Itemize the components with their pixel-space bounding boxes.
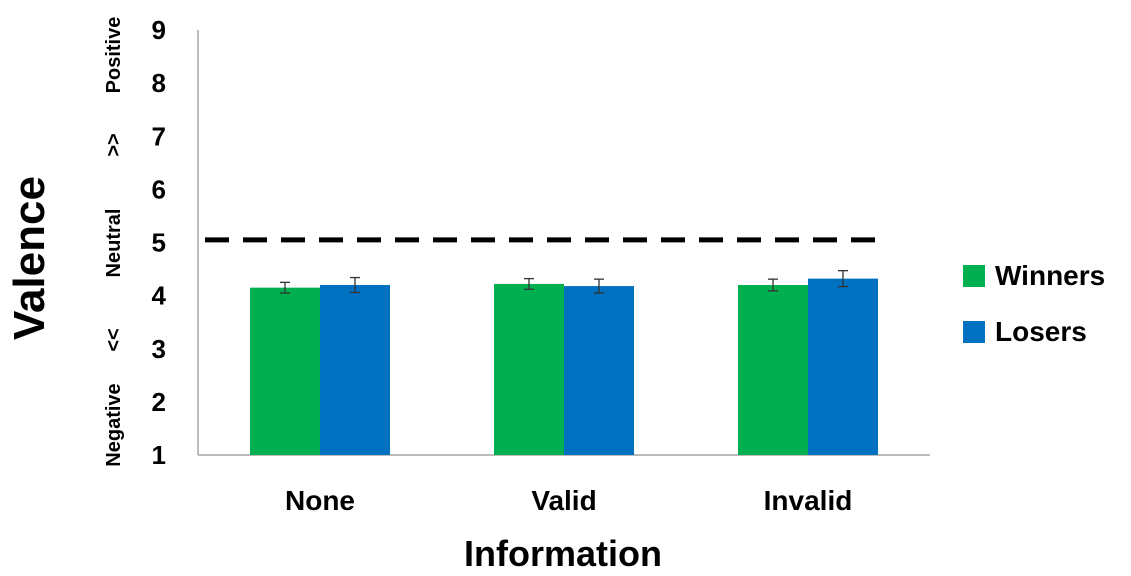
- y-tick-label: 7: [152, 121, 166, 151]
- side-label-left-arrows: <<: [103, 328, 125, 351]
- legend-label-winners: Winners: [995, 260, 1105, 291]
- legend-swatch-winners: [963, 265, 985, 287]
- bar-winners-invalid: [738, 285, 808, 455]
- x-category-label: Valid: [531, 485, 596, 516]
- y-tick-label: 2: [152, 387, 166, 417]
- x-category-label: Invalid: [764, 485, 853, 516]
- y-axis-title: Valence: [5, 176, 54, 340]
- y-tick-label: 3: [152, 334, 166, 364]
- error-bar-winners-valid: [524, 277, 534, 290]
- side-label-negative: Negative: [103, 383, 125, 466]
- bar-losers-invalid: [808, 278, 878, 455]
- x-category-label: None: [285, 485, 355, 516]
- y-tick-label: 5: [152, 228, 166, 258]
- legend-swatch-losers: [963, 321, 985, 343]
- y-tick-label: 4: [152, 281, 167, 311]
- error-bar-losers-invalid: [838, 270, 848, 288]
- legend: Winners Losers: [963, 260, 1105, 347]
- x-axis-title: Information: [464, 533, 662, 574]
- error-bar-winners-invalid: [768, 278, 778, 292]
- bar-losers-none: [320, 285, 390, 455]
- y-tick-label: 9: [152, 15, 166, 45]
- bar-winners-none: [250, 287, 320, 455]
- side-label-positive: Positive: [103, 17, 125, 94]
- y-tick-label: 1: [152, 440, 166, 470]
- y-tick-label: 8: [152, 68, 166, 98]
- error-bar-winners-none: [280, 281, 290, 294]
- side-label-right-arrows: >>: [103, 133, 125, 156]
- x-axis-categories: None Valid Invalid: [285, 485, 852, 516]
- plot-area: [197, 30, 930, 456]
- side-label-neutral: Neutral: [103, 209, 125, 278]
- y-tick-label: 6: [152, 174, 166, 204]
- bar-winners-valid: [494, 283, 564, 455]
- legend-label-losers: Losers: [995, 316, 1087, 347]
- valence-scale-labels: Negative << Neutral >> Positive: [103, 17, 125, 467]
- error-bar-losers-none: [350, 276, 360, 294]
- error-bar-losers-valid: [594, 278, 604, 294]
- bar-losers-valid: [564, 286, 634, 455]
- y-axis-ticks: 1 2 3 4 5 6 7 8 9: [152, 15, 167, 470]
